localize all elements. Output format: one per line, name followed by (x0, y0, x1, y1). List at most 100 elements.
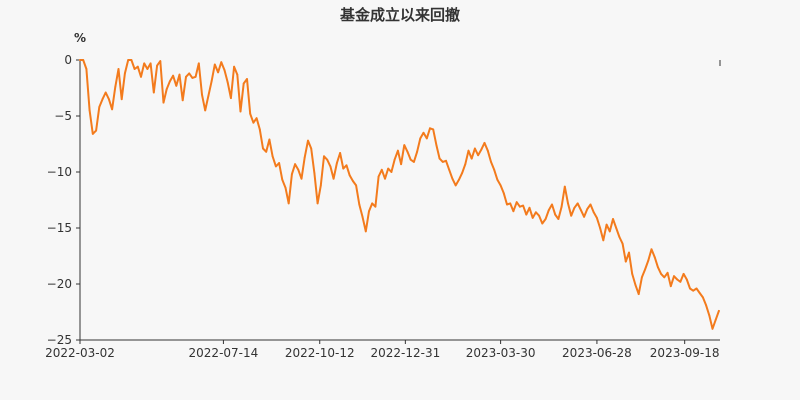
drawdown-point (236, 73, 239, 76)
drawdown-point (262, 147, 264, 150)
drawdown-point (592, 211, 595, 214)
drawdown-point (624, 260, 627, 263)
drawdown-point (535, 211, 537, 214)
y-axis-unit-label: % (74, 31, 86, 45)
drawdown-point (560, 205, 563, 208)
drawdown-point (169, 80, 171, 83)
drawdown-point (111, 108, 113, 111)
drawdown-point (663, 276, 666, 279)
drawdown-point (554, 213, 557, 216)
y-tick-label: −5 (54, 109, 72, 123)
x-tick-label: 2023-09-18 (650, 346, 720, 360)
drawdown-point (79, 59, 81, 61)
drawdown-point (628, 251, 630, 254)
drawdown-point (201, 93, 203, 96)
drawdown-point (352, 180, 354, 182)
drawdown-point (143, 62, 146, 65)
drawdown-point (88, 109, 91, 112)
x-tick-label: 2022-12-31 (370, 346, 440, 360)
drawdown-point (294, 163, 296, 166)
drawdown-point (258, 128, 261, 131)
drawdown-point (104, 91, 107, 94)
drawdown-point (425, 137, 428, 140)
drawdown-point (345, 164, 348, 167)
drawdown-point (673, 275, 675, 278)
drawdown-point (567, 202, 569, 205)
y-tick-label: −25 (47, 333, 72, 347)
drawdown-point (589, 203, 592, 206)
drawdown-point (605, 223, 608, 226)
drawdown-point (204, 109, 207, 112)
drawdown-point (188, 72, 191, 75)
drawdown-point (310, 147, 313, 150)
drawdown-point (435, 144, 438, 147)
chart-title: 基金成立以来回撤 (339, 6, 460, 24)
drawdown-point (458, 178, 460, 181)
drawdown-point (149, 62, 152, 65)
drawdown-point (307, 139, 309, 142)
drawdown-point (406, 150, 409, 153)
drawdown-point (278, 162, 280, 164)
drawdown-point (380, 168, 383, 171)
drawdown-point (165, 88, 168, 90)
drawdown-point (191, 77, 194, 79)
drawdown-point (297, 168, 300, 171)
drawdown-point (82, 59, 85, 61)
drawdown-point (451, 177, 454, 180)
drawdown-point (525, 213, 528, 216)
drawdown-point (377, 175, 380, 178)
drawdown-point (281, 178, 284, 181)
drawdown-point (156, 64, 159, 67)
drawdown-point (708, 314, 711, 317)
drawdown-point (210, 80, 213, 83)
drawdown-point (271, 155, 274, 158)
drawdown-point (445, 159, 447, 162)
drawdown-point (159, 60, 162, 62)
drawdown-point (368, 210, 370, 213)
drawdown-point (249, 112, 252, 115)
drawdown-point (470, 157, 473, 160)
drawdown-point (580, 209, 582, 212)
drawdown-point (223, 69, 226, 71)
drawdown-point (217, 71, 220, 74)
drawdown-point (358, 203, 361, 206)
drawdown-point (596, 217, 598, 219)
drawdown-point (464, 163, 467, 166)
drawdown-point (419, 137, 422, 140)
drawdown-point (538, 214, 540, 217)
drawdown-point (146, 68, 149, 70)
drawdown-point (127, 59, 130, 61)
x-tick-label: 2023-06-28 (562, 346, 632, 360)
drawdown-point (242, 82, 245, 85)
drawdown-point (197, 62, 200, 65)
drawdown-point (650, 248, 653, 251)
drawdown-point (551, 203, 553, 206)
drawdown-point (108, 98, 110, 101)
drawdown-point (323, 155, 325, 158)
drawdown-point (599, 227, 601, 229)
drawdown-point (682, 273, 685, 275)
drawdown-point (547, 209, 550, 212)
drawdown-point (120, 98, 123, 101)
drawdown-point (239, 110, 242, 113)
drawdown-point (233, 65, 236, 68)
drawdown-point (300, 177, 303, 180)
drawdown-point (432, 128, 435, 131)
drawdown-point (692, 289, 695, 292)
drawdown-point (461, 172, 463, 175)
drawdown-point (397, 149, 399, 152)
drawdown-point (576, 202, 579, 205)
y-tick-label: −10 (47, 165, 72, 179)
drawdown-point (718, 310, 720, 312)
drawdown-point (348, 174, 351, 177)
drawdown-point (130, 59, 133, 61)
drawdown-point (371, 202, 374, 205)
x-axis-ticks: 2022-03-02 2022-07-14 2022-10-12 2022-12-31… (45, 340, 720, 360)
drawdown-point (618, 236, 621, 238)
series-group (79, 59, 720, 330)
drawdown-point (528, 206, 531, 209)
drawdown-point (702, 296, 704, 299)
drawdown-point (403, 144, 406, 147)
drawdown-point (602, 239, 605, 242)
drawdown-point (563, 185, 566, 188)
